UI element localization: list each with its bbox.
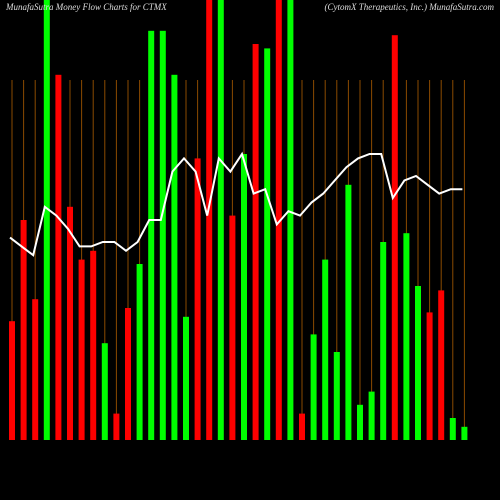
bar bbox=[32, 299, 39, 440]
bar bbox=[101, 343, 108, 440]
bar bbox=[136, 264, 143, 440]
bar bbox=[183, 316, 189, 440]
bar bbox=[322, 259, 329, 440]
bar bbox=[287, 0, 294, 440]
bar bbox=[113, 413, 120, 440]
chart-subtitle: (CytomX Therapeutics, Inc.) MunafaSutra.… bbox=[325, 2, 495, 12]
bar bbox=[55, 74, 62, 441]
bar bbox=[438, 290, 445, 440]
bar bbox=[333, 352, 340, 440]
trend-line bbox=[9, 151, 463, 257]
bar bbox=[241, 154, 247, 440]
bar bbox=[368, 391, 375, 440]
bar bbox=[67, 206, 73, 440]
bar bbox=[9, 321, 15, 440]
bar bbox=[217, 0, 224, 440]
bar bbox=[206, 0, 213, 440]
bar bbox=[449, 418, 456, 440]
bar bbox=[171, 74, 178, 441]
bar bbox=[252, 44, 259, 440]
bar bbox=[194, 158, 201, 440]
bar bbox=[275, 0, 282, 440]
bar bbox=[229, 215, 236, 440]
bar bbox=[357, 404, 363, 440]
bar bbox=[264, 48, 271, 441]
bar bbox=[78, 259, 85, 440]
bar bbox=[20, 220, 27, 440]
bar bbox=[380, 242, 387, 440]
bar bbox=[415, 286, 421, 440]
bar bbox=[426, 312, 433, 440]
bar bbox=[461, 426, 468, 440]
bar bbox=[159, 30, 166, 441]
bar bbox=[345, 184, 352, 440]
bar bbox=[43, 0, 50, 440]
bar bbox=[299, 413, 305, 440]
chart-title: MunafaSutra Money Flow Charts for CTMX bbox=[5, 2, 167, 12]
bar bbox=[125, 308, 131, 440]
bar bbox=[403, 233, 410, 440]
bar bbox=[310, 334, 317, 440]
bar bbox=[90, 250, 97, 440]
bar bbox=[391, 35, 398, 440]
bar bbox=[148, 30, 155, 441]
bars bbox=[9, 0, 468, 441]
